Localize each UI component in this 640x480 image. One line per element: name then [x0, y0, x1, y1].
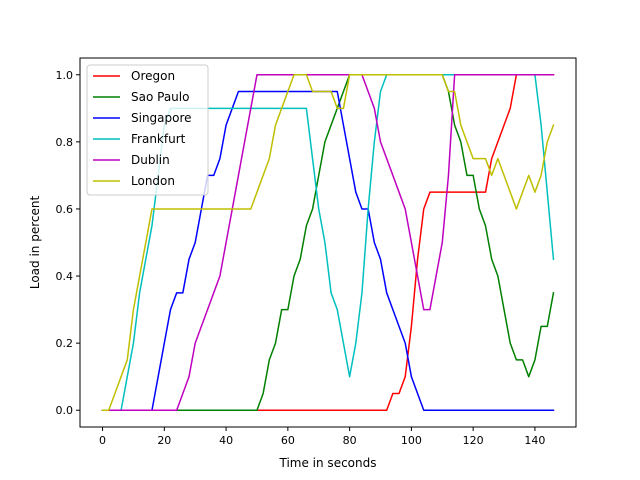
legend-label: Singapore: [131, 111, 192, 125]
y-tick-label: 0.2: [56, 337, 74, 350]
legend-label: Dublin: [131, 153, 170, 167]
x-tick-label: 20: [157, 434, 171, 447]
x-axis-ticks: 0 20 40 60 80 100 120 140: [99, 427, 545, 447]
plot-area: [79, 57, 577, 428]
x-tick-label: 100: [401, 434, 422, 447]
legend-items: Oregon Sao Paulo Singapore Frankfurt Dublin L…: [93, 69, 192, 188]
y-axis-label: Load in percent: [28, 196, 42, 290]
x-tick-label: 60: [281, 434, 295, 447]
y-tick-label: 0.0: [56, 404, 74, 417]
legend-label: Oregon: [131, 69, 175, 83]
x-tick-label: 40: [219, 434, 233, 447]
legend-label: Sao Paulo: [131, 90, 189, 104]
y-tick-label: 1.0: [56, 69, 74, 82]
series-line-dublin: [101, 74, 555, 411]
x-tick-label: 0: [99, 434, 106, 447]
x-axis-label: Time in seconds: [279, 456, 377, 470]
y-tick-label: 0.6: [56, 203, 74, 216]
axes-frame: [79, 57, 577, 428]
y-axis-ticks: 0.0 0.2 0.4 0.6 0.8 1.0: [56, 69, 80, 417]
series-line-london: [101, 74, 555, 411]
y-tick-label: 0.4: [56, 270, 74, 283]
x-tick-label: 140: [524, 434, 545, 447]
series-lines: [101, 74, 555, 411]
x-tick-label: 120: [463, 434, 484, 447]
legend-label: London: [131, 174, 175, 188]
x-tick-label: 80: [343, 434, 357, 447]
legend: Oregon Sao Paulo Singapore Frankfurt Dublin L…: [86, 64, 209, 196]
y-tick-label: 0.8: [56, 136, 74, 149]
series-line-oregon: [101, 74, 555, 411]
legend-label: Frankfurt: [131, 132, 186, 146]
